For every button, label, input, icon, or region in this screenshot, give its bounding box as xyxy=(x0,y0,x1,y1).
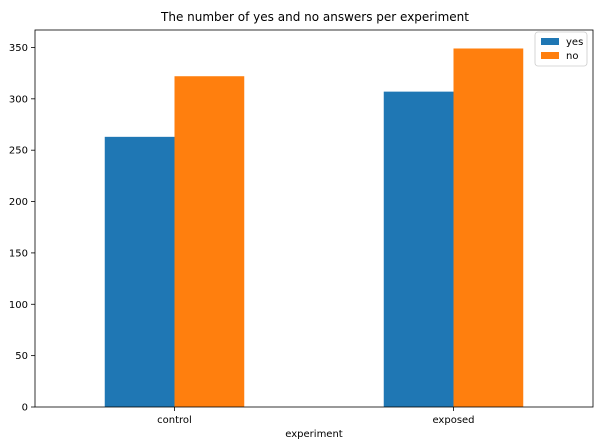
bar-no-control xyxy=(174,76,245,407)
x-tick-label-exposed: exposed xyxy=(432,415,474,426)
y-tick-label-300: 300 xyxy=(9,94,28,105)
legend-label-no: no xyxy=(566,51,578,62)
y-tick-label-50: 50 xyxy=(15,351,28,362)
y-tick-label-350: 350 xyxy=(9,43,28,54)
chart-title: The number of yes and no answers per exp… xyxy=(160,10,469,24)
x-axis-label: experiment xyxy=(285,429,343,440)
y-tick-label-100: 100 xyxy=(9,300,28,311)
plot-frame xyxy=(34,29,594,408)
y-tick-label-200: 200 xyxy=(9,197,28,208)
y-tick-label-250: 250 xyxy=(9,146,28,157)
legend: yes no xyxy=(534,31,588,67)
legend-label-yes: yes xyxy=(566,37,583,48)
bar-yes-control xyxy=(104,136,175,407)
y-tick-label-0: 0 xyxy=(22,403,28,414)
plot-area: control exposed 0 50 100 150 200 250 300 350 xyxy=(9,29,594,426)
bar-yes-exposed xyxy=(383,91,454,407)
bar-no-exposed xyxy=(453,48,524,407)
legend-swatch-no xyxy=(541,52,559,59)
y-tick-label-150: 150 xyxy=(9,248,28,259)
x-tick-label-control: control xyxy=(157,415,192,426)
legend-swatch-yes xyxy=(541,38,559,45)
